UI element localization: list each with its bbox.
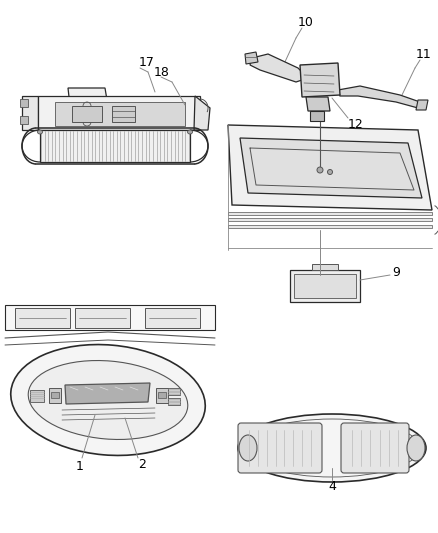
Text: 10: 10 bbox=[298, 15, 314, 28]
Polygon shape bbox=[312, 264, 338, 270]
Polygon shape bbox=[416, 100, 428, 110]
Polygon shape bbox=[49, 388, 61, 403]
Polygon shape bbox=[30, 390, 44, 402]
Text: 1: 1 bbox=[76, 459, 84, 472]
Ellipse shape bbox=[238, 414, 426, 482]
Polygon shape bbox=[250, 54, 302, 82]
FancyBboxPatch shape bbox=[341, 423, 409, 473]
Ellipse shape bbox=[28, 360, 188, 440]
Polygon shape bbox=[294, 274, 356, 298]
Polygon shape bbox=[245, 52, 258, 64]
Polygon shape bbox=[306, 97, 330, 111]
Polygon shape bbox=[55, 102, 185, 126]
FancyBboxPatch shape bbox=[238, 423, 322, 473]
Polygon shape bbox=[15, 308, 70, 328]
Ellipse shape bbox=[328, 169, 332, 174]
Polygon shape bbox=[72, 106, 102, 122]
Text: 11: 11 bbox=[416, 49, 432, 61]
Text: 17: 17 bbox=[139, 56, 155, 69]
Text: 2: 2 bbox=[138, 458, 146, 472]
Ellipse shape bbox=[407, 435, 425, 461]
Polygon shape bbox=[300, 63, 340, 97]
Ellipse shape bbox=[11, 344, 205, 455]
Ellipse shape bbox=[187, 130, 192, 134]
Text: 18: 18 bbox=[154, 66, 170, 78]
Polygon shape bbox=[156, 388, 168, 403]
Polygon shape bbox=[158, 392, 166, 398]
Polygon shape bbox=[310, 111, 324, 121]
Ellipse shape bbox=[38, 130, 42, 134]
Polygon shape bbox=[68, 88, 108, 106]
Polygon shape bbox=[65, 383, 150, 404]
Text: 12: 12 bbox=[348, 118, 364, 132]
Polygon shape bbox=[240, 138, 422, 198]
Text: 9: 9 bbox=[392, 265, 400, 279]
Polygon shape bbox=[228, 218, 432, 221]
Polygon shape bbox=[290, 270, 360, 302]
Polygon shape bbox=[20, 116, 28, 124]
Polygon shape bbox=[5, 305, 215, 330]
Polygon shape bbox=[168, 388, 180, 395]
Polygon shape bbox=[40, 130, 190, 162]
Polygon shape bbox=[168, 398, 180, 405]
Polygon shape bbox=[338, 86, 420, 108]
Ellipse shape bbox=[239, 435, 257, 461]
Polygon shape bbox=[228, 125, 432, 210]
Polygon shape bbox=[145, 308, 200, 328]
Polygon shape bbox=[112, 106, 135, 122]
Ellipse shape bbox=[317, 167, 323, 173]
Polygon shape bbox=[194, 96, 210, 130]
Text: 4: 4 bbox=[328, 481, 336, 494]
Polygon shape bbox=[20, 99, 28, 107]
Polygon shape bbox=[75, 308, 130, 328]
Polygon shape bbox=[38, 96, 200, 130]
Polygon shape bbox=[228, 225, 432, 228]
Polygon shape bbox=[51, 392, 59, 398]
Polygon shape bbox=[228, 212, 432, 215]
Polygon shape bbox=[22, 96, 38, 130]
